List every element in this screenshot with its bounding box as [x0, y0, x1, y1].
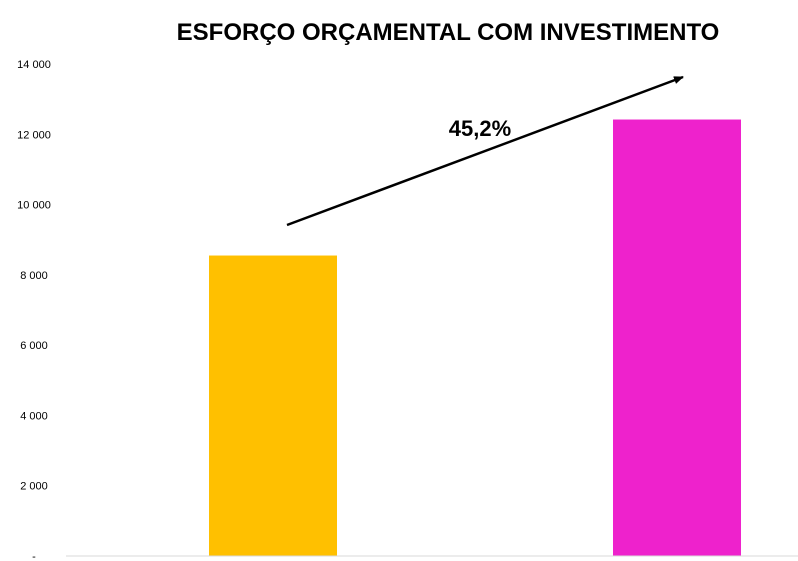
y-tick-label: 8 000 — [20, 270, 48, 282]
bar — [209, 255, 337, 556]
chart-title: ESFORÇO ORÇAMENTAL COM INVESTIMENTO — [177, 19, 720, 46]
bar — [613, 119, 741, 557]
y-axis: - 2 000 4 000 6 000 8 000 10 000 12 000 14 000 — [17, 59, 51, 561]
y-tick-label: 6 000 — [20, 340, 48, 352]
y-tick-label: 2 000 — [20, 481, 48, 493]
y-tick-label: 4 000 — [20, 410, 48, 422]
growth-percent-label: 45,2% — [449, 116, 511, 141]
y-tick-label: 12 000 — [17, 129, 51, 141]
y-tick-label: 10 000 — [17, 200, 51, 212]
growth-arrow — [286, 75, 684, 227]
bars — [209, 119, 741, 557]
y-tick-label: - — [32, 551, 36, 561]
y-tick-label: 14 000 — [17, 59, 51, 71]
